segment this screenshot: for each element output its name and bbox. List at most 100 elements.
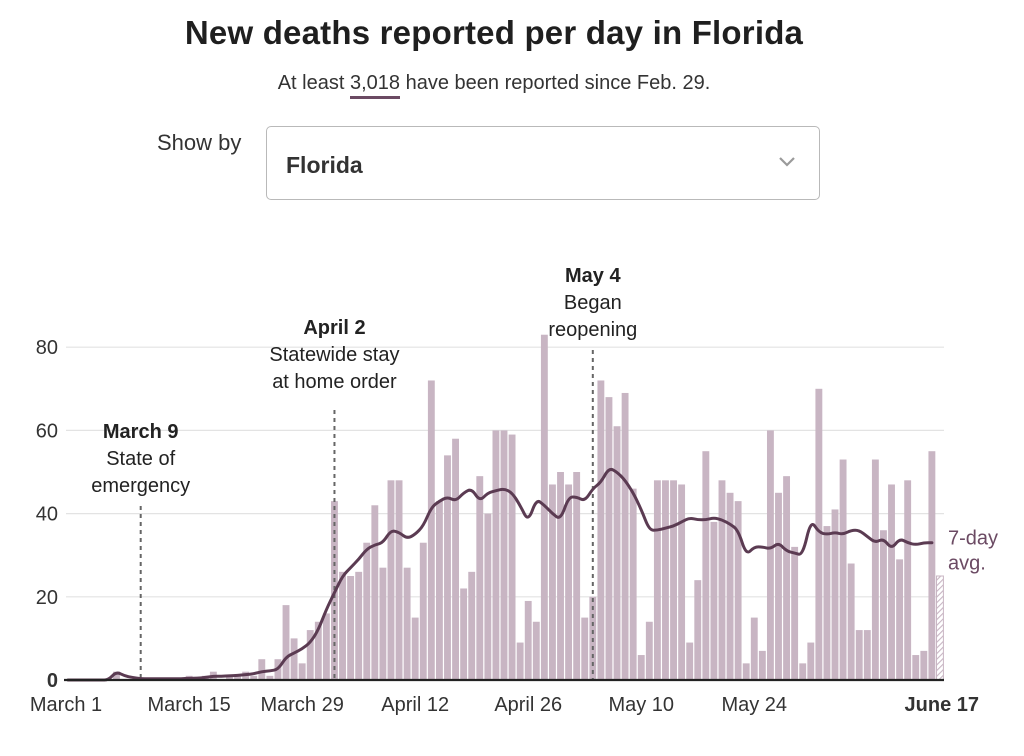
- bar: [678, 484, 686, 680]
- annotation-text: at home order: [272, 371, 397, 393]
- bar: [847, 563, 855, 680]
- avg-legend-label: avg.: [948, 553, 986, 575]
- bar: [871, 459, 879, 680]
- y-tick-label: 80: [36, 337, 58, 359]
- bar: [888, 484, 895, 680]
- bar: [113, 671, 120, 680]
- bar: [597, 380, 605, 680]
- x-tick-label: March 15: [147, 694, 230, 716]
- bar: [815, 388, 823, 680]
- bar: [621, 392, 629, 680]
- annotation-title: March 9: [103, 421, 179, 443]
- bar: [855, 630, 863, 680]
- bar: [880, 530, 887, 680]
- bar: [266, 675, 274, 680]
- bar: [766, 430, 774, 680]
- bar: [662, 480, 669, 680]
- bar: [799, 663, 807, 680]
- bar: [557, 472, 564, 680]
- annotation-text: State of: [106, 448, 175, 470]
- subtitle-prefix: At least: [277, 72, 345, 94]
- bar: [629, 488, 637, 680]
- annotation-text: Began: [564, 292, 622, 314]
- subtitle-suffix: have been reported since Feb. 29.: [405, 72, 711, 94]
- bar: [823, 526, 831, 680]
- avg-line: [66, 467, 934, 682]
- y-tick-label: 60: [36, 420, 58, 442]
- bar: [282, 605, 290, 680]
- bar: [532, 621, 540, 680]
- bar: [573, 472, 581, 680]
- y-tick-label: 20: [36, 587, 58, 609]
- bar: [484, 513, 492, 680]
- bar: [290, 638, 298, 680]
- avg-legend-label: 7-day: [948, 528, 998, 550]
- bar: [524, 600, 532, 680]
- bar: [387, 480, 395, 680]
- bar: [452, 438, 459, 680]
- bar: [742, 663, 750, 680]
- bar: [363, 542, 371, 680]
- bar: [807, 642, 815, 680]
- bar: [831, 509, 839, 680]
- bar: [427, 380, 435, 680]
- bar: [670, 480, 677, 680]
- bar: [912, 655, 920, 680]
- bar: [549, 484, 556, 680]
- bar: [379, 567, 387, 680]
- bar: [702, 451, 710, 680]
- bar: [605, 397, 613, 680]
- bar: [468, 571, 476, 680]
- bar: [726, 492, 734, 680]
- chevron-down-icon: [779, 157, 795, 167]
- region-select[interactable]: Florida: [266, 126, 820, 200]
- y-tick-label: 40: [36, 504, 58, 526]
- bar: [258, 659, 266, 680]
- bar: [226, 675, 233, 680]
- bar: [637, 655, 645, 680]
- x-tick-label: April 26: [494, 694, 562, 716]
- bar: [783, 476, 791, 680]
- bar: [775, 492, 782, 680]
- bar: [936, 575, 944, 681]
- chart-title: New deaths reported per day in Florida: [184, 14, 804, 51]
- bar: [411, 617, 419, 680]
- bar: [492, 430, 500, 680]
- bar: [653, 480, 661, 680]
- x-tick-label: April 12: [381, 694, 449, 716]
- bar: [403, 567, 411, 680]
- bar: [920, 650, 928, 680]
- bar: [314, 621, 322, 680]
- bar: [250, 675, 258, 680]
- bar: [904, 480, 912, 680]
- annotation-text: emergency: [91, 475, 190, 497]
- chart-subtitle: At least 3,018 have been reported since …: [0, 72, 988, 99]
- annotation-title: April 2: [303, 317, 365, 339]
- show-by-label: Show by: [157, 130, 242, 155]
- bar: [791, 546, 799, 680]
- bar: [516, 642, 524, 680]
- bar: [419, 542, 427, 680]
- x-tick-label: May 24: [721, 694, 787, 716]
- x-tick-label: May 10: [608, 694, 674, 716]
- bar: [710, 521, 718, 680]
- bar: [347, 576, 355, 680]
- bar: [322, 613, 330, 680]
- bar: [500, 430, 508, 680]
- annotation-text: Statewide stay: [269, 344, 399, 366]
- bar: [896, 559, 904, 680]
- bar: [371, 505, 379, 680]
- annotation-title: May 4: [565, 265, 621, 287]
- bar: [718, 480, 726, 680]
- region-select-value: Florida: [286, 152, 363, 178]
- bar: [339, 571, 346, 680]
- bar: [508, 434, 516, 680]
- bar: [750, 617, 758, 680]
- bar: [863, 630, 871, 680]
- bar: [645, 621, 653, 680]
- bar: [734, 501, 742, 680]
- total-deaths-count: 3,018: [349, 72, 401, 99]
- bar: [839, 459, 847, 680]
- bar: [435, 501, 443, 680]
- bar: [355, 571, 363, 680]
